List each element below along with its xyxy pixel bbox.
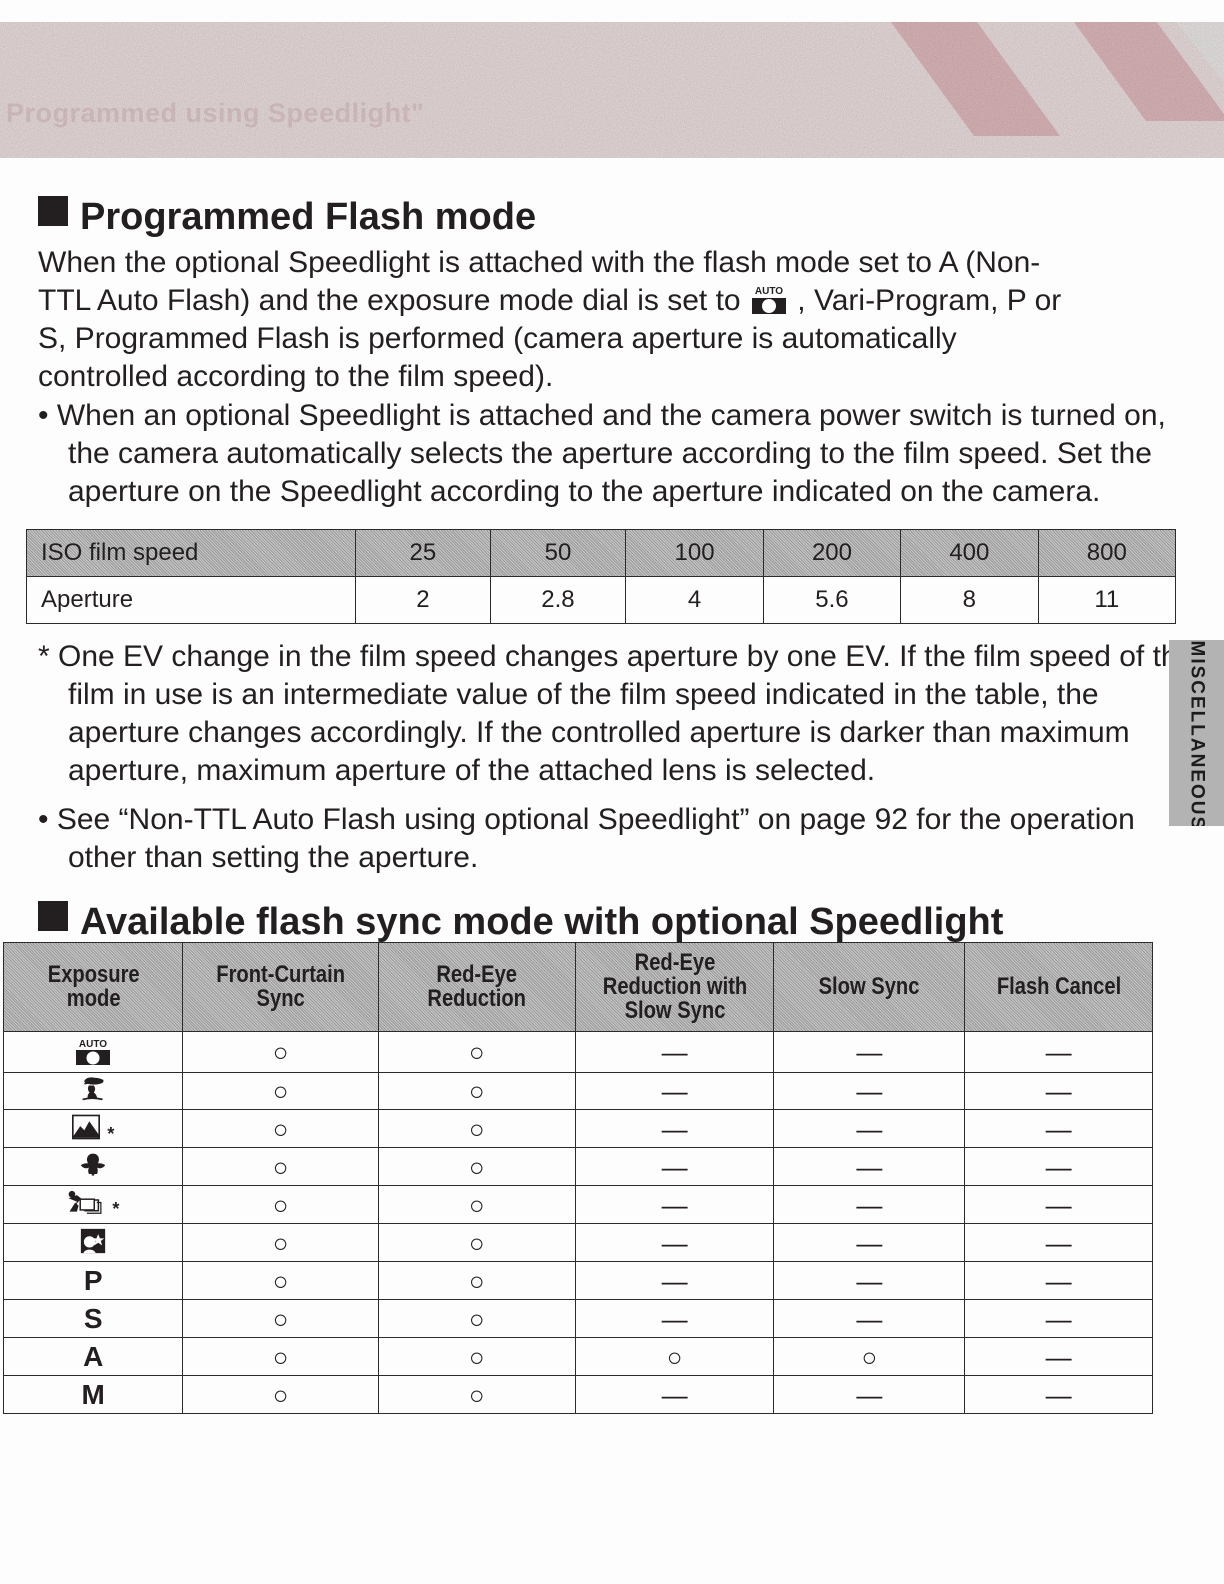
svg-text:AUTO: AUTO — [79, 1039, 107, 1050]
svg-text:AUTO: AUTO — [755, 286, 783, 297]
